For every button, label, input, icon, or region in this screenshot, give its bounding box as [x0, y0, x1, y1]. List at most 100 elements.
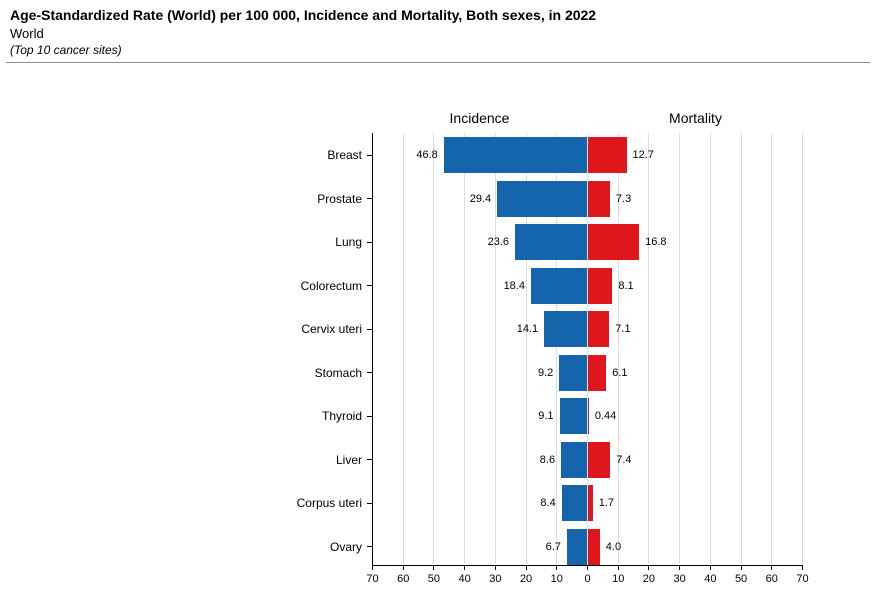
x-axis-tick: [802, 565, 803, 570]
mortality-bar[interactable]: [587, 267, 613, 304]
category-label: Cervix uteri: [301, 322, 362, 336]
x-axis-tick-label: 10: [612, 573, 625, 585]
x-axis-tick: [709, 565, 711, 570]
x-axis-tick-label: 20: [642, 573, 656, 585]
category-label: Thyroid: [321, 409, 362, 423]
x-axis-tick: [556, 565, 558, 570]
y-axis-tick: [367, 415, 372, 417]
mortality-bar[interactable]: [587, 224, 640, 260]
incidence-column-header: Incidence: [449, 110, 510, 126]
mortality-value-label: 7.4: [616, 453, 632, 466]
incidence-bar[interactable]: [561, 485, 588, 521]
mortality-bar[interactable]: [587, 441, 611, 478]
y-axis-tick: [367, 502, 372, 504]
mortality-value-label: 4.0: [605, 540, 622, 553]
mortality-value-label: 8.1: [618, 279, 634, 292]
category-label: Breast: [327, 148, 362, 162]
x-axis-tick: [494, 565, 496, 570]
x-axis-tick: [771, 565, 773, 570]
x-axis-tick-label: 50: [734, 573, 748, 585]
incidence-bar[interactable]: [559, 398, 588, 434]
x-axis-tick-label: 30: [489, 573, 502, 585]
x-axis-tick: [587, 565, 588, 570]
x-axis-tick-label: 70: [366, 573, 379, 585]
incidence-bar[interactable]: [497, 180, 588, 217]
chart-title: Age-Standardized Rate (World) per 100 00…: [10, 7, 597, 23]
mortality-bar[interactable]: [587, 528, 600, 565]
category-label: Lung: [335, 235, 362, 249]
mortality-value-label: 0.44: [594, 410, 617, 422]
gridline: [679, 133, 681, 565]
y-axis-tick: [367, 459, 372, 460]
category-label: Colorectum: [300, 278, 362, 293]
x-axis-tick: [617, 565, 619, 570]
x-axis-tick: [679, 565, 681, 570]
incidence-bar[interactable]: [561, 441, 588, 478]
gridline: [648, 133, 650, 565]
incidence-bar[interactable]: [530, 267, 588, 304]
mortality-value-label: 16.8: [645, 236, 667, 248]
gridline: [402, 133, 404, 565]
mortality-column-header: Mortality: [669, 110, 722, 126]
x-axis-tick-label: 70: [796, 573, 809, 585]
category-label: Ovary: [329, 539, 362, 554]
mortality-bar[interactable]: [587, 398, 589, 434]
incidence-value-label: 8.4: [540, 497, 556, 509]
x-axis-tick-label: 50: [427, 573, 441, 585]
gridline: [771, 133, 773, 565]
header-divider: [6, 62, 870, 63]
x-axis-line: [372, 565, 803, 566]
mortality-bar[interactable]: [587, 180, 610, 217]
y-axis-tick: [367, 546, 372, 547]
mortality-bar[interactable]: [587, 137, 627, 173]
x-axis-tick-label: 60: [765, 573, 778, 585]
gridline: [494, 133, 496, 565]
gridline: [433, 133, 435, 565]
chart-note: (Top 10 cancer sites): [10, 43, 122, 57]
mortality-bar[interactable]: [587, 354, 607, 391]
y-axis-tick: [367, 198, 372, 199]
x-axis-tick: [433, 565, 435, 570]
incidence-value-label: 6.7: [545, 540, 561, 553]
incidence-value-label: 8.6: [539, 453, 556, 466]
incidence-bar[interactable]: [544, 311, 588, 347]
gridline: [802, 133, 803, 565]
gridline: [617, 133, 619, 565]
incidence-value-label: 14.1: [516, 323, 539, 335]
mortality-value-label: 7.1: [615, 323, 631, 335]
x-axis-tick: [740, 565, 742, 570]
mortality-bar[interactable]: [587, 485, 593, 521]
mortality-value-label: 1.7: [598, 497, 615, 509]
y-axis-tick: [367, 285, 372, 286]
incidence-bar[interactable]: [443, 137, 588, 173]
category-label: Prostate: [317, 191, 362, 206]
gridline: [740, 133, 742, 565]
mortality-value-label: 12.7: [632, 149, 654, 161]
category-label: Stomach: [314, 365, 362, 380]
incidence-value-label: 29.4: [469, 192, 492, 205]
mortality-bar[interactable]: [587, 311, 610, 347]
x-axis-tick-label: 40: [458, 573, 471, 585]
incidence-bar[interactable]: [559, 354, 588, 391]
x-axis-tick: [372, 565, 373, 570]
incidence-value-label: 46.8: [416, 149, 438, 161]
x-axis-tick-label: 30: [673, 573, 686, 585]
incidence-value-label: 9.1: [538, 410, 554, 422]
x-axis-tick-label: 40: [704, 573, 717, 585]
incidence-value-label: 9.2: [537, 366, 554, 379]
incidence-bar[interactable]: [566, 528, 588, 565]
y-axis-tick: [367, 328, 372, 330]
x-axis-tick-label: 0: [584, 573, 591, 585]
category-label: Corpus uteri: [296, 496, 362, 510]
x-axis-tick: [464, 565, 466, 570]
gridline: [556, 133, 558, 565]
gridline: [709, 133, 711, 565]
gridline: [525, 133, 527, 565]
incidence-value-label: 23.6: [487, 236, 509, 248]
chart-subtitle: World: [10, 26, 44, 41]
incidence-bar[interactable]: [515, 224, 588, 260]
gridline: [587, 133, 588, 565]
x-axis-tick-label: 60: [397, 573, 410, 585]
x-axis-tick: [402, 565, 404, 570]
